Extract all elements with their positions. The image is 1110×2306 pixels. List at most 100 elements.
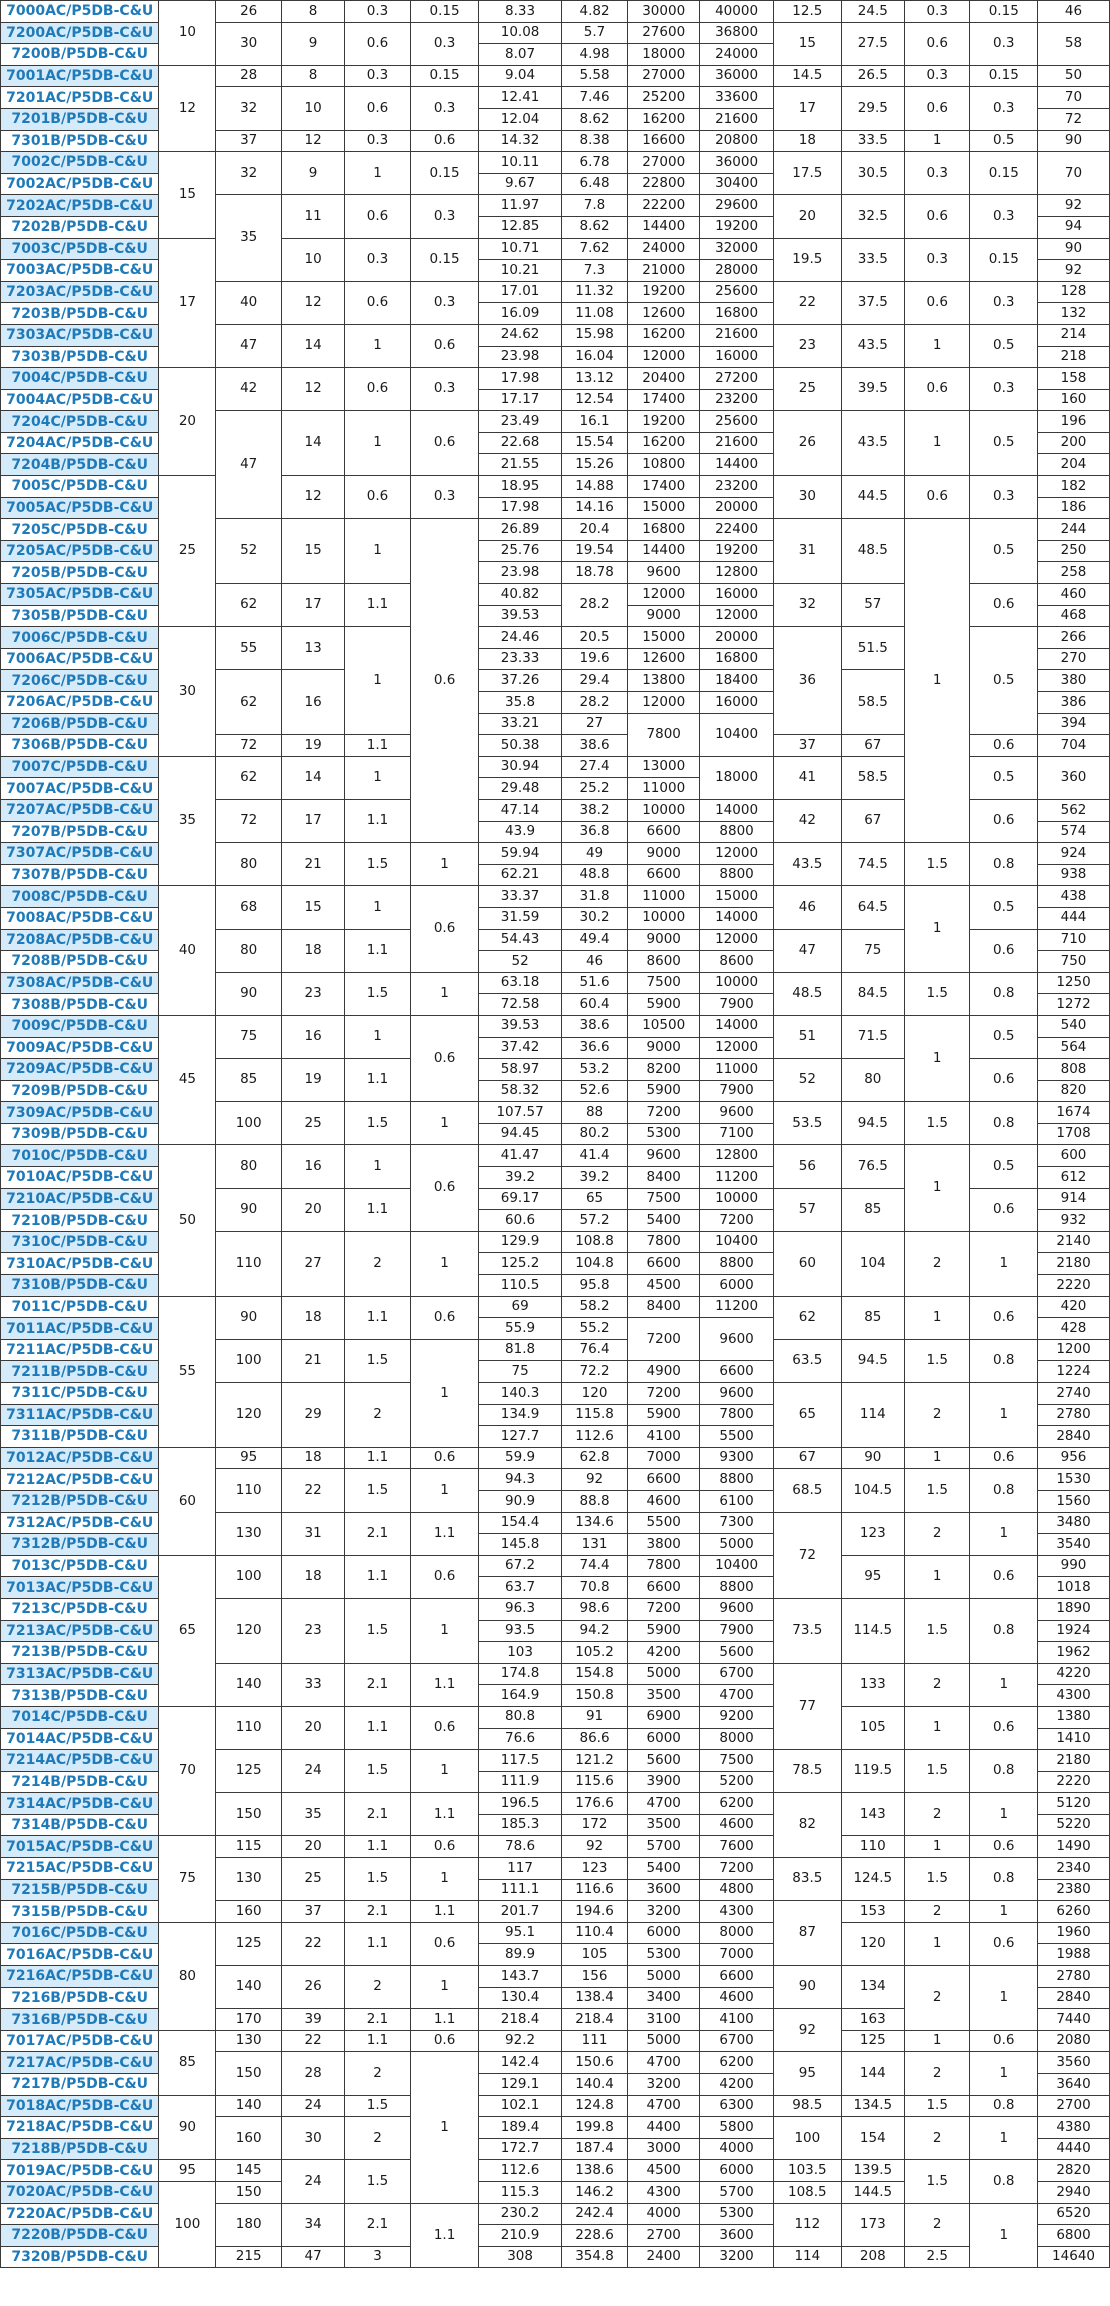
width-cell: 29 (280, 1382, 346, 1448)
model-cell: 7217AC/P5DB-C&U (0, 2051, 160, 2074)
r-min-cell: 2 (344, 1965, 411, 2010)
weight-cell: 4380 (1037, 2116, 1110, 2139)
cr-cell: 72.58 (478, 993, 562, 1016)
outer-d-cell: 90 (215, 971, 282, 1016)
grease-rpm-cell: 7200 (627, 1597, 701, 1621)
weight-cell: 1272 (1037, 993, 1110, 1016)
table-row: 7014AC/P5DB-C&U 76.6 86.6 6000 8000 1410 (0, 1727, 1110, 1751)
da-min-cell: 60 (773, 1230, 842, 1297)
table-row: 7010C/P5DB-C&U 50 80 16 1 0.6 41.47 41.4 9600 128… (0, 1144, 1110, 1297)
table-row: 7316B/P5DB-C&U 170 39 2.1 1.1 218.4 218.4 3100 4… (0, 2008, 1110, 2053)
cor-cell: 115.8 (560, 1403, 629, 1427)
weight-cell: 90 (1037, 237, 1110, 261)
width-cell: 9 (280, 21, 346, 66)
model-cell: 7006C/P5DB-C&U (0, 626, 160, 649)
model-cell: 7310C/P5DB-C&U (0, 1230, 160, 1254)
cr-cell: 94.3 (478, 1468, 562, 1491)
ra-max-cell: 1 (903, 1014, 971, 1103)
table-row: 7015AC/P5DB-C&U 75 115 20 1.1 0.6 78.6 92 5700 76… (0, 1835, 1110, 1923)
ra1-max-cell: 0.8 (969, 1597, 1039, 1664)
weight-cell: 6520 (1037, 2202, 1110, 2226)
ra1-max-cell: 0.8 (969, 2094, 1039, 2118)
cr-cell: 62.21 (478, 863, 562, 887)
r1-min-cell: 1 (409, 1468, 480, 1513)
cor-cell: 138.6 (560, 2159, 629, 2182)
cr-cell: 60.6 (478, 1209, 562, 1232)
width-cell: 18 (280, 1554, 346, 1599)
model-cell: 7306B/P5DB-C&U (0, 734, 160, 757)
model-cell: 7305B/P5DB-C&U (0, 604, 160, 628)
width-cell: 15 (280, 518, 346, 585)
grease-rpm-cell: 7800 (627, 1554, 701, 1578)
weight-cell: 1380 (1037, 1705, 1110, 1729)
da-min-cell: 42 (773, 798, 842, 844)
model-cell: 7011AC/P5DB-C&U (0, 1317, 160, 1340)
grease-rpm-cell: 8400 (627, 1166, 701, 1189)
grease-rpm-cell: 14400 (627, 539, 701, 563)
cor-cell: 115.6 (560, 1770, 629, 1794)
outer-d-cell: 110 (215, 1468, 282, 1513)
cor-cell: 140.4 (560, 2073, 629, 2096)
r-min-cell: 1 (344, 1014, 411, 1060)
ra-max-cell: 1 (903, 1144, 971, 1232)
Da-max-cell: 110 (840, 1835, 905, 1859)
cor-cell: 31.8 (560, 885, 629, 908)
width-cell: 12 (280, 280, 346, 325)
cr-cell: 10.11 (478, 151, 562, 174)
model-cell: 7003C/P5DB-C&U (0, 237, 160, 261)
oil-rpm-cell: 7900 (699, 1079, 775, 1103)
weight-cell: 182 (1037, 475, 1110, 498)
grease-rpm-cell: 10000 (627, 798, 701, 822)
r1-min-cell: 1.1 (409, 1900, 480, 1923)
ra-max-cell: 0.6 (903, 86, 971, 131)
model-cell: 7309AC/P5DB-C&U (0, 1101, 160, 1124)
Da-max-cell: 84.5 (840, 971, 905, 1016)
model-cell: 7213B/P5DB-C&U (0, 1641, 160, 1664)
cr-cell: 210.9 (478, 2224, 562, 2247)
table-row: 7005C/P5DB-C&U 25 12 0.6 0.3 18.95 14.88 17400 2… (0, 475, 1110, 628)
outer-d-cell: 26 (215, 0, 282, 23)
weight-cell: 50 (1037, 64, 1110, 88)
table-row: 7307AC/P5DB-C&U 80 21 1.5 1 59.94 49 9000 12000 4… (0, 842, 1110, 887)
r1-min-cell: 0.6 (409, 1835, 480, 1859)
model-cell: 7202AC/P5DB-C&U (0, 194, 160, 217)
cr-cell: 37.42 (478, 1036, 562, 1060)
ra-max-cell: 1.5 (903, 1338, 971, 1384)
model-cell: 7310AC/P5DB-C&U (0, 1252, 160, 1276)
weight-cell: 2180 (1037, 1252, 1110, 1276)
r-min-cell: 1.1 (344, 583, 411, 628)
cr-cell: 33.37 (478, 885, 562, 908)
oil-rpm-cell: 7200 (699, 1209, 775, 1232)
cr-cell: 174.8 (478, 1662, 562, 1686)
table-row: 7305AC/P5DB-C&U 62 17 1.1 40.82 28.2 12000 1600… (0, 583, 1110, 628)
cr-cell: 41.47 (478, 1144, 562, 1168)
width-cell: 12 (280, 129, 346, 153)
grease-rpm-cell: 27600 (627, 21, 701, 45)
r-min-cell: 1.1 (344, 1446, 411, 1470)
cr-cell: 134.9 (478, 1403, 562, 1427)
weight-cell: 2940 (1037, 2180, 1110, 2204)
oil-rpm-cell: 21600 (699, 107, 775, 131)
oil-rpm-cell: 16000 (699, 583, 775, 606)
cor-cell: 131 (560, 1533, 629, 1556)
Da-max-cell: 27.5 (840, 21, 905, 66)
weight-cell: 600 (1037, 1144, 1110, 1168)
cor-cell: 228.6 (560, 2224, 629, 2247)
ra1-max-cell: 0.15 (969, 237, 1039, 282)
table-row: 7211AC/P5DB-C&U 100 21 1.5 1 81.8 76.4 63.5 94.5… (0, 1338, 1110, 1448)
oil-rpm-cell: 14000 (699, 906, 775, 930)
da-min-cell: 51 (773, 1014, 842, 1060)
table-row: 7312AC/P5DB-C&U 130 31 2.1 1.1 154.4 134.6 5500… (0, 1511, 1110, 1599)
width-cell: 30 (280, 2116, 346, 2161)
oil-rpm-cell: 30400 (699, 172, 775, 196)
outer-d-cell: 145 (215, 2159, 282, 2182)
Da-max-cell: 44.5 (840, 475, 905, 520)
model-cell: 7215AC/P5DB-C&U (0, 1857, 160, 1880)
oil-rpm-cell: 6600 (699, 1965, 775, 1988)
cr-cell: 22.68 (478, 431, 562, 455)
cr-cell: 76.6 (478, 1727, 562, 1751)
oil-rpm-cell: 24000 (699, 43, 775, 66)
width-cell: 16 (280, 1144, 346, 1189)
d-cell: 40 (158, 885, 217, 1016)
model-cell: 7209B/P5DB-C&U (0, 1079, 160, 1103)
